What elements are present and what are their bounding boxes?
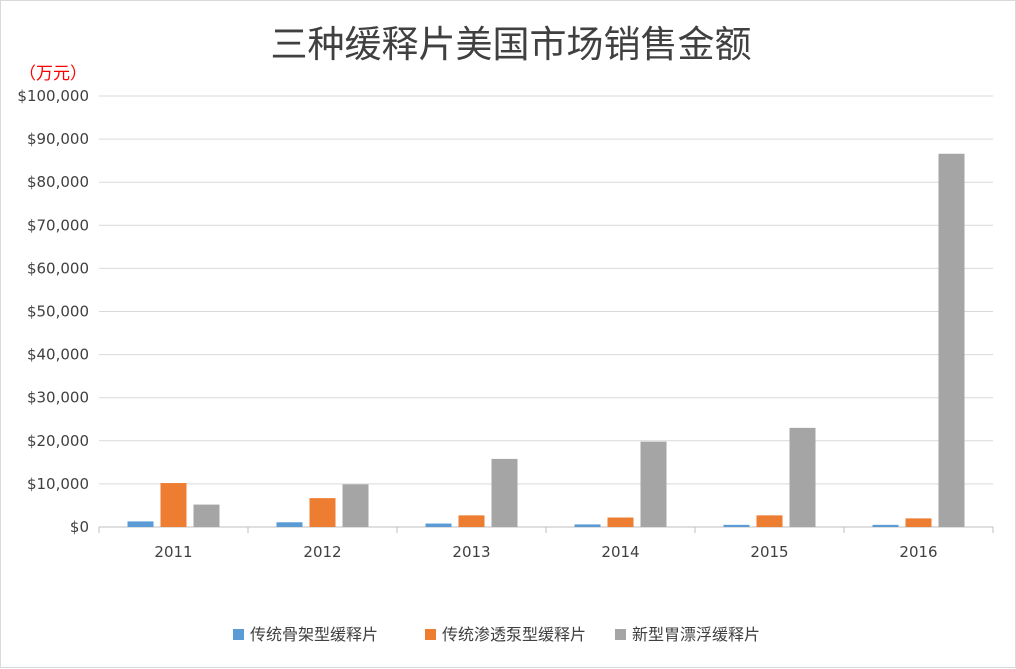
x-tick-label: 2012 — [303, 543, 341, 561]
bar — [905, 518, 932, 527]
x-tick-label: 2014 — [601, 543, 639, 561]
bar — [640, 441, 667, 527]
bar — [723, 524, 750, 527]
x-axis — [98, 526, 994, 533]
gridlines — [99, 95, 993, 485]
x-tick-label: 2015 — [750, 543, 788, 561]
bar — [789, 427, 816, 527]
y-axis-ticks: $0 $10,000 $20,000 $30,000 $40,000 $50,000 $60… — [17, 87, 89, 536]
bar — [574, 524, 601, 527]
legend-swatch — [425, 629, 436, 640]
legend-swatch — [233, 629, 244, 640]
bar — [127, 521, 154, 527]
bar — [458, 515, 485, 527]
legend-label: 传统骨架型缓释片 — [250, 625, 378, 644]
y-tick-label: $90,000 — [27, 130, 89, 148]
bar — [309, 498, 336, 527]
y-tick-label: $20,000 — [27, 432, 89, 450]
y-tick-label: $100,000 — [17, 87, 89, 105]
legend-label: 新型胃漂浮缓释片 — [632, 625, 760, 644]
bar — [342, 484, 369, 527]
y-tick-label: $70,000 — [27, 216, 89, 234]
bar — [193, 504, 220, 527]
bar — [872, 524, 899, 527]
bar — [276, 522, 303, 527]
y-tick-label: $80,000 — [27, 173, 89, 191]
bars — [127, 153, 965, 527]
legend: 传统骨架型缓释片 传统渗透泵型缓释片 新型胃漂浮缓释片 — [233, 625, 760, 644]
bar — [607, 517, 634, 527]
x-axis-ticks: 2011 2012 2013 2014 2015 2016 — [154, 543, 937, 561]
x-tick-label: 2013 — [452, 543, 490, 561]
legend-label: 传统渗透泵型缓释片 — [442, 625, 586, 644]
x-tick-label: 2011 — [154, 543, 192, 561]
bar — [160, 483, 187, 527]
y-tick-label: $60,000 — [27, 259, 89, 277]
y-tick-label: $40,000 — [27, 346, 89, 364]
bar — [425, 523, 452, 527]
legend-swatch — [615, 629, 626, 640]
bar — [491, 458, 518, 527]
bar — [756, 515, 783, 527]
unit-label: （万元） — [19, 64, 87, 84]
bar — [938, 153, 965, 527]
chart-title: 三种缓释片美国市场销售金额 — [271, 23, 752, 66]
y-tick-label: $0 — [70, 518, 89, 536]
x-tick-label: 2016 — [899, 543, 937, 561]
y-tick-label: $10,000 — [27, 475, 89, 493]
y-tick-label: $50,000 — [27, 303, 89, 321]
y-tick-label: $30,000 — [27, 389, 89, 407]
